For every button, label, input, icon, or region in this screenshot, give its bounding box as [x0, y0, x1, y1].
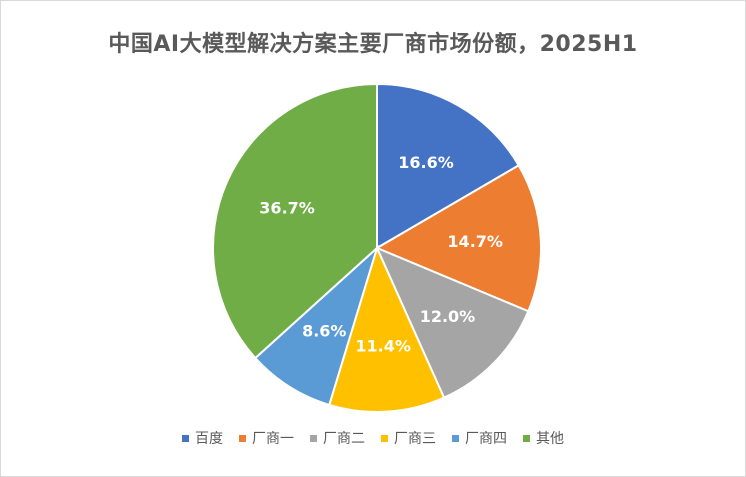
legend-swatch: [182, 434, 189, 442]
legend-label: 厂商一: [252, 431, 294, 447]
chart-title: 中国AI大模型解决方案主要厂商市场份额，2025H1: [108, 32, 638, 57]
data-label-6: 36.7%: [259, 199, 315, 218]
chart-legend: 百度 厂商一 厂商二 厂商三 厂商四 其他: [0, 428, 746, 448]
data-label-1: 16.6%: [398, 153, 454, 172]
legend-swatch: [239, 434, 246, 442]
pie-slice-6: [212, 82, 378, 360]
pie-slice-4: [328, 245, 446, 413]
legend-item-1: 百度: [182, 428, 223, 448]
data-label-3: 12.0%: [420, 307, 476, 326]
data-label-5: 8.6%: [302, 322, 346, 341]
legend-item-5: 厂商四: [452, 428, 507, 448]
pie-slice-3: [375, 246, 530, 400]
data-label-4: 11.4%: [355, 337, 411, 356]
legend-swatch: [523, 434, 530, 442]
pie-slice-5: [253, 244, 380, 407]
pie-slice-2: [374, 164, 542, 313]
legend-item-3: 厂商二: [310, 428, 365, 448]
legend-item-4: 厂商三: [381, 428, 436, 448]
legend-label: 厂商三: [394, 431, 436, 447]
legend-label: 厂商二: [323, 431, 365, 447]
legend-swatch: [452, 434, 459, 442]
legend-swatch: [310, 434, 317, 442]
legend-item-2: 厂商一: [239, 428, 294, 448]
legend-item-6: 其他: [523, 428, 564, 448]
legend-swatch: [381, 434, 388, 442]
legend-label: 厂商四: [465, 431, 507, 447]
data-label-2: 14.7%: [447, 232, 503, 251]
pie-slice-1: [376, 82, 521, 250]
legend-label: 其他: [536, 431, 564, 447]
legend-label: 百度: [195, 431, 223, 447]
